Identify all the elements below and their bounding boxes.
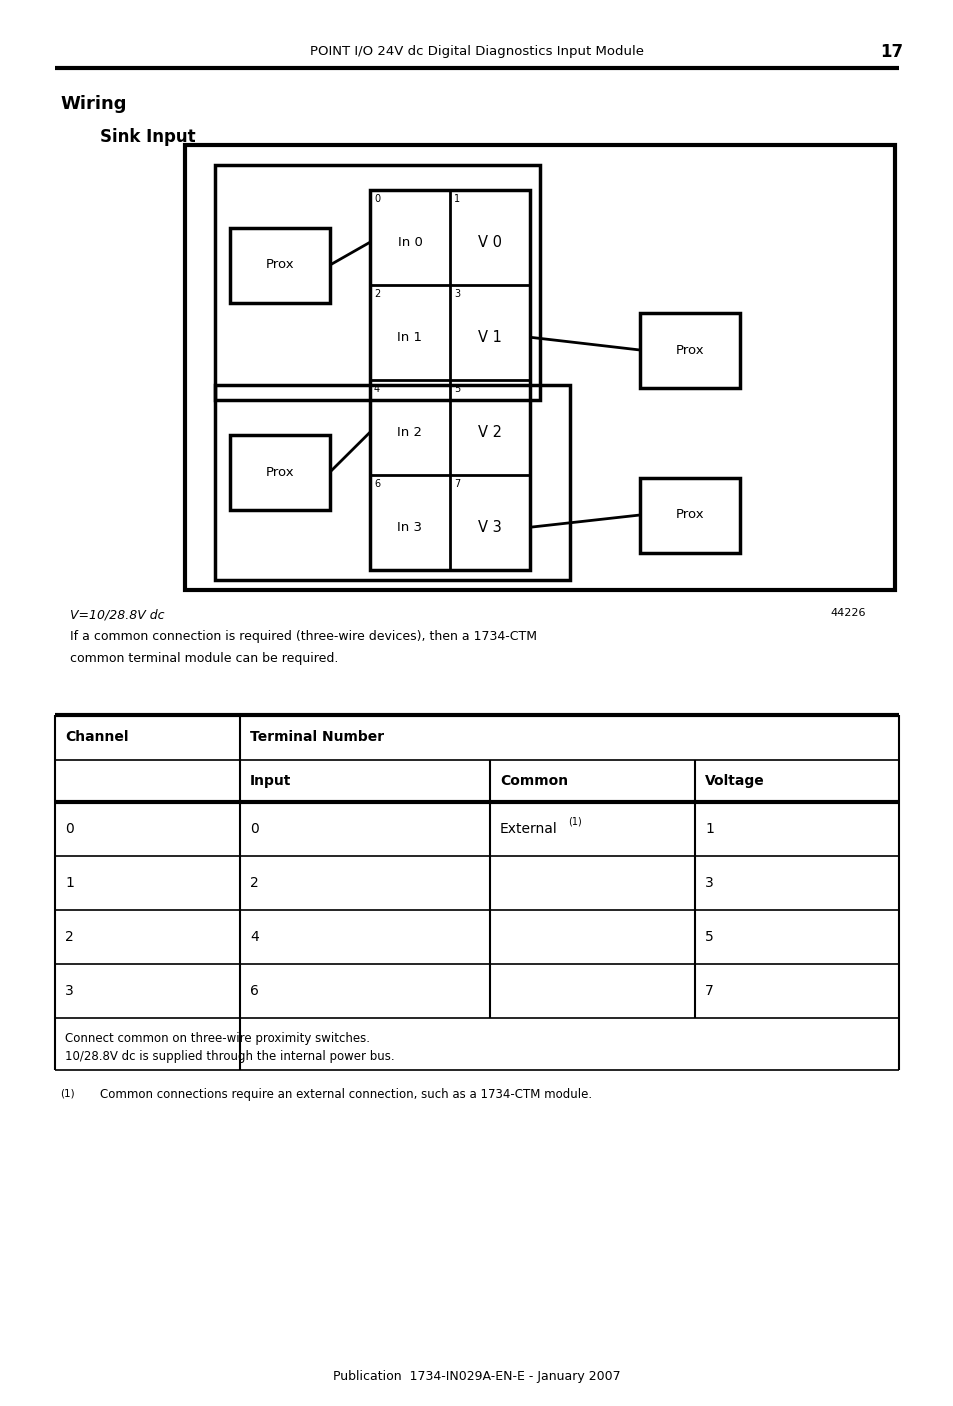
Text: V 3: V 3 [477,520,501,534]
Text: 0: 0 [374,194,379,204]
Text: If a common connection is required (three-wire devices), then a 1734-CTM: If a common connection is required (thre… [70,630,537,643]
Text: In 1: In 1 [397,330,422,343]
Text: Publication  1734-IN029A-EN-E - January 2007: Publication 1734-IN029A-EN-E - January 2… [333,1369,620,1384]
Text: 2: 2 [250,876,258,890]
Text: 7: 7 [704,984,713,998]
Text: Voltage: Voltage [704,773,764,787]
Text: 10/28.8V dc is supplied through the internal power bus.: 10/28.8V dc is supplied through the inte… [65,1050,395,1063]
Text: Common connections require an external connection, such as a 1734-CTM module.: Common connections require an external c… [100,1088,592,1101]
Text: Prox: Prox [675,343,703,357]
Bar [214,385,569,581]
Text: V 2: V 2 [477,425,501,440]
Text: 2: 2 [374,290,380,299]
Text: Prox: Prox [265,465,294,478]
Text: In 0: In 0 [397,236,422,249]
Text: Input: Input [250,773,291,787]
Text: 0: 0 [65,823,73,837]
Text: Wiring: Wiring [60,96,127,112]
Text: common terminal module can be required.: common terminal module can be required. [70,652,338,665]
Text: Channel: Channel [65,730,129,744]
Text: External: External [499,823,558,837]
Text: 7: 7 [454,479,459,489]
Text: In 3: In 3 [397,520,422,534]
Text: (1): (1) [60,1088,74,1098]
Text: Terminal Number: Terminal Number [250,730,384,744]
Text: In 2: In 2 [397,426,422,439]
Text: 4: 4 [374,384,379,394]
Text: Common: Common [499,773,568,787]
Text: V 0: V 0 [477,235,501,250]
Bar [230,434,330,510]
Text: 1: 1 [454,194,459,204]
Text: 44226: 44226 [829,607,864,619]
Bar [214,165,539,399]
Bar [370,190,530,569]
Text: 3: 3 [454,290,459,299]
Text: Connect common on three-wire proximity switches.: Connect common on three-wire proximity s… [65,1032,370,1045]
Text: 6: 6 [250,984,258,998]
Bar [230,228,330,304]
Text: V=10/28.8V dc: V=10/28.8V dc [70,607,164,621]
Text: V 1: V 1 [477,330,501,344]
Text: 5: 5 [454,384,459,394]
Text: 3: 3 [65,984,73,998]
Text: 17: 17 [879,44,902,60]
Text: 3: 3 [704,876,713,890]
Text: Sink Input: Sink Input [100,128,195,146]
Text: 1: 1 [65,876,73,890]
Text: 6: 6 [374,479,379,489]
Text: Prox: Prox [675,509,703,522]
Text: 5: 5 [704,929,713,943]
Text: 4: 4 [250,929,258,943]
Text: (1): (1) [567,815,581,825]
Bar [639,478,740,553]
Text: POINT I/O 24V dc Digital Diagnostics Input Module: POINT I/O 24V dc Digital Diagnostics Inp… [310,45,643,59]
Text: 1: 1 [704,823,713,837]
Bar [185,145,894,591]
Text: Prox: Prox [265,259,294,271]
Text: 0: 0 [250,823,258,837]
Bar [639,314,740,388]
Text: 2: 2 [65,929,73,943]
